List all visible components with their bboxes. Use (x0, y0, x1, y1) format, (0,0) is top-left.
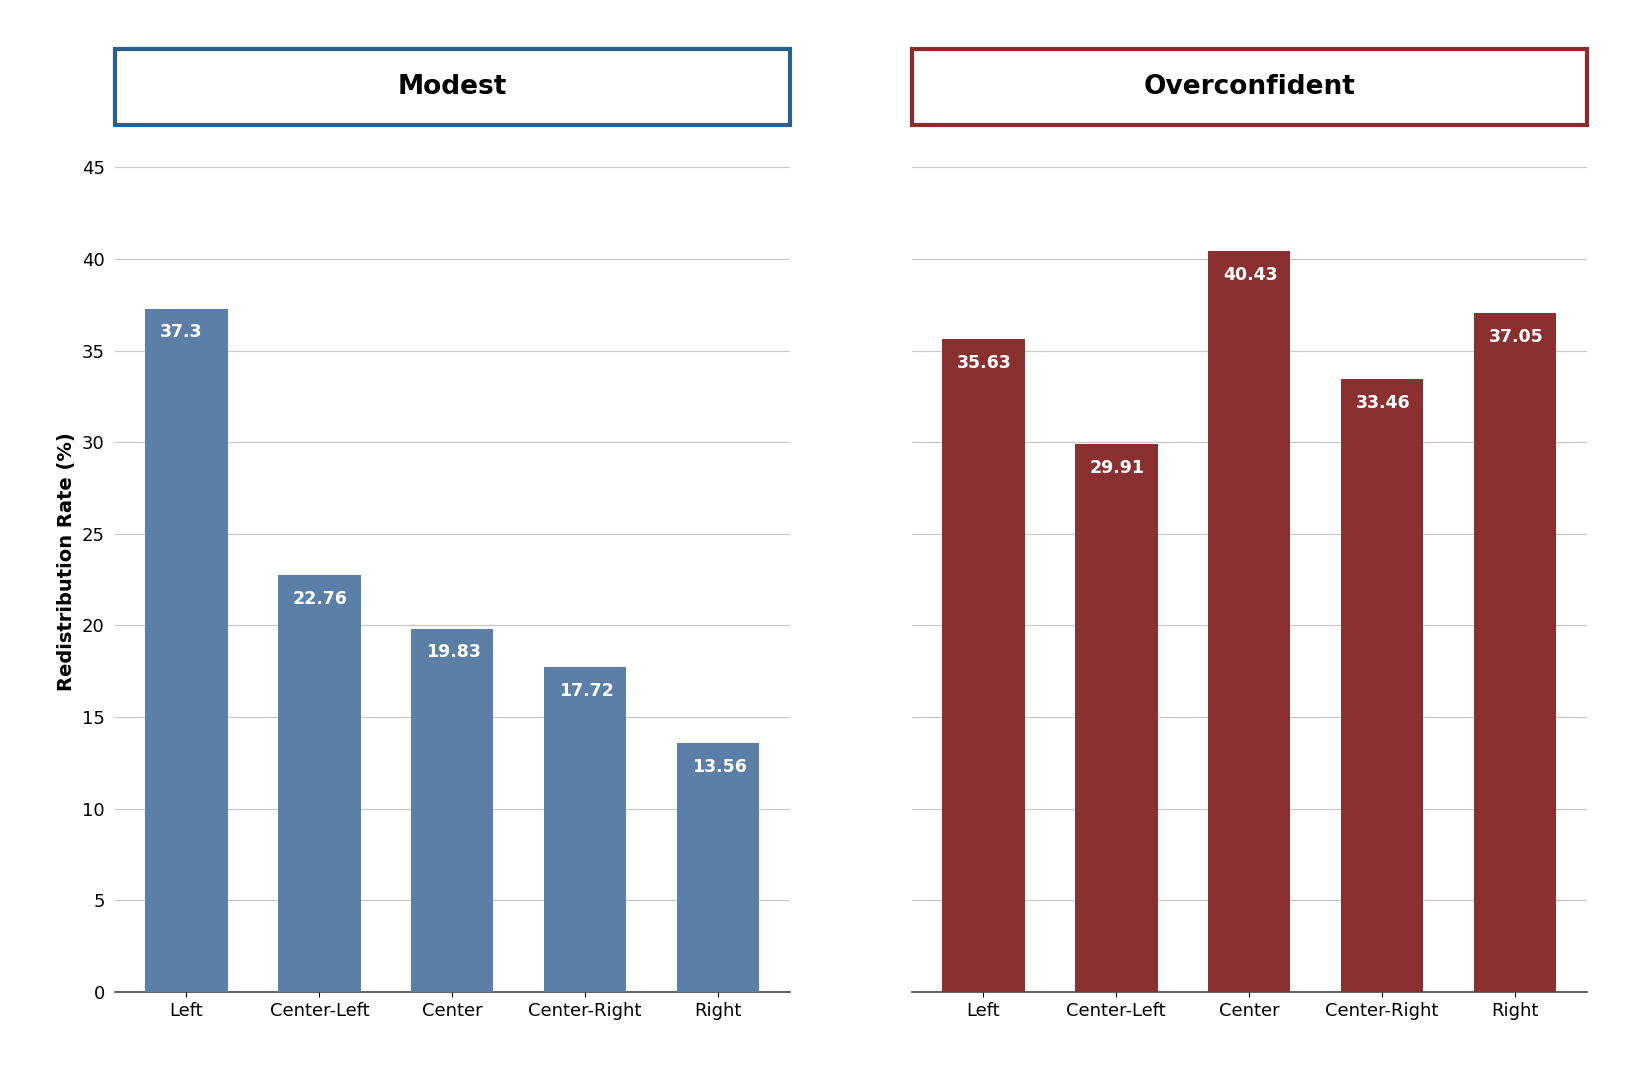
Text: 19.83: 19.83 (425, 643, 481, 662)
Text: 17.72: 17.72 (560, 682, 614, 700)
Bar (942, 339, 1024, 992)
Text: Overconfident: Overconfident (1144, 74, 1355, 100)
Bar (411, 629, 494, 992)
Text: 37.05: 37.05 (1489, 328, 1543, 346)
Text: 13.56: 13.56 (692, 759, 746, 776)
Text: 40.43: 40.43 (1222, 266, 1278, 283)
Y-axis label: Redistribution Rate (%): Redistribution Rate (%) (57, 432, 77, 691)
Bar (1474, 313, 1556, 992)
Text: 33.46: 33.46 (1356, 393, 1410, 412)
Text: 35.63: 35.63 (957, 354, 1011, 372)
Bar (146, 308, 227, 992)
Bar (1342, 379, 1423, 992)
Text: 22.76: 22.76 (293, 590, 348, 607)
Bar (1075, 444, 1158, 992)
Bar (1207, 251, 1291, 992)
Bar (278, 574, 360, 992)
Bar (543, 667, 627, 992)
Text: Modest: Modest (398, 74, 507, 100)
Text: 29.91: 29.91 (1090, 459, 1145, 476)
Bar (677, 743, 759, 992)
Text: 37.3: 37.3 (160, 323, 203, 341)
